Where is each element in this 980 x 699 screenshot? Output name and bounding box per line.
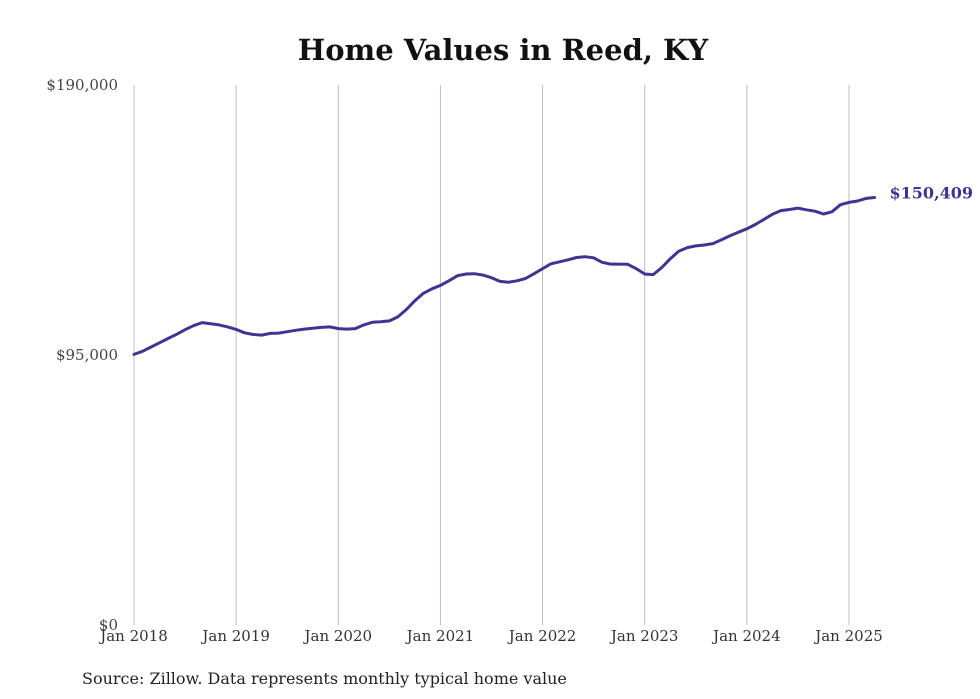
y-tick-label: $95,000 [56, 346, 118, 364]
y-tick-label: $0 [99, 616, 118, 634]
x-tick-label: Jan 2018 [98, 627, 168, 645]
source-note: Source: Zillow. Data represents monthly … [82, 669, 567, 688]
home-value-line [132, 196, 876, 356]
x-tick-label: Jan 2021 [405, 627, 475, 645]
x-axis-ticks: Jan 2018 Jan 2019 Jan 2020 Jan 2021 Jan 2022… [98, 627, 883, 645]
y-axis-ticks: $0 $95,000 $190,000 [46, 76, 118, 634]
chart-title: Home Values in Reed, KY [298, 33, 709, 67]
x-tick-label: Jan 2022 [507, 627, 577, 645]
y-tick-label: $190,000 [46, 76, 118, 94]
x-tick-label: Jan 2025 [813, 627, 883, 645]
x-tick-label: Jan 2023 [609, 627, 679, 645]
series-layer [132, 196, 876, 356]
last-value-label: $150,409 [890, 184, 974, 203]
gridlines [133, 85, 850, 625]
x-tick-label: Jan 2020 [303, 627, 373, 645]
x-tick-label: Jan 2019 [200, 627, 270, 645]
x-tick-label: Jan 2024 [711, 627, 781, 645]
